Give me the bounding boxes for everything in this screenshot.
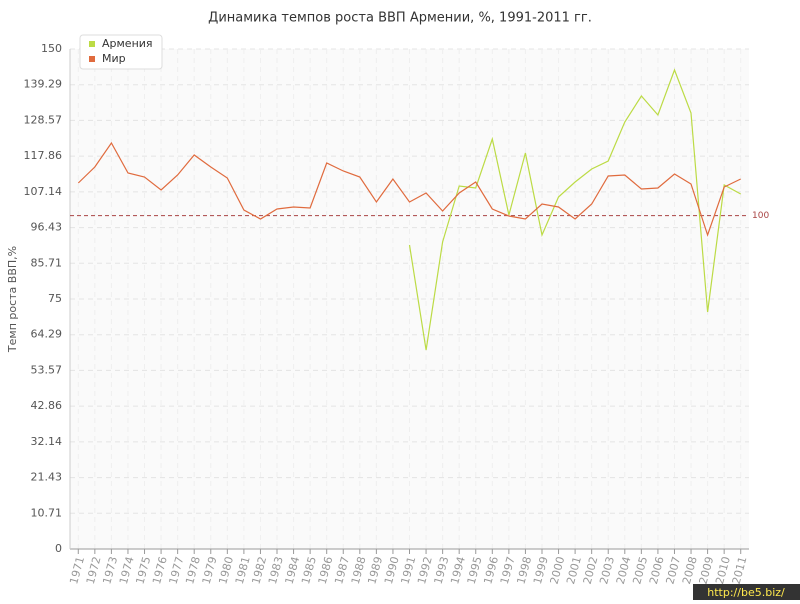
legend: Армения Мир: [79, 34, 163, 70]
y-tick-label: 117.86: [24, 149, 63, 162]
y-axis-label: Темп роста ВВП,%: [6, 246, 19, 353]
y-tick-label: 21.43: [31, 471, 63, 484]
y-tick-label: 64.29: [31, 328, 63, 341]
chart-title: Динамика темпов роста ВВП Армении, %, 19…: [208, 11, 592, 26]
legend-box: [79, 34, 163, 70]
y-tick-label: 150: [41, 42, 62, 55]
series-line: [77, 141, 741, 237]
y-tick-label: 10.71: [31, 506, 63, 519]
y-tick-label: 75: [48, 292, 62, 305]
y-tick-label: 107.14: [24, 185, 63, 198]
legend-label: Мир: [102, 52, 126, 65]
series-line: [408, 68, 741, 351]
y-tick-label: 139.29: [24, 78, 63, 91]
y-tick-label: 128.57: [24, 113, 63, 126]
legend-swatch: [89, 41, 95, 47]
watermark-bg: [693, 584, 800, 600]
y-tick-label: 42.86: [31, 399, 63, 412]
y-tick-label: 53.57: [31, 363, 63, 376]
y-tick-label: 96.43: [31, 221, 63, 234]
watermark: http://be5.biz/: [707, 586, 785, 599]
legend-label: Армения: [102, 37, 153, 50]
legend-swatch: [89, 56, 95, 62]
y-tick-label: 32.14: [31, 435, 63, 448]
reference-label: 100: [752, 211, 769, 221]
y-tick-label: 0: [55, 542, 62, 555]
y-tick-label: 85.71: [31, 256, 63, 269]
